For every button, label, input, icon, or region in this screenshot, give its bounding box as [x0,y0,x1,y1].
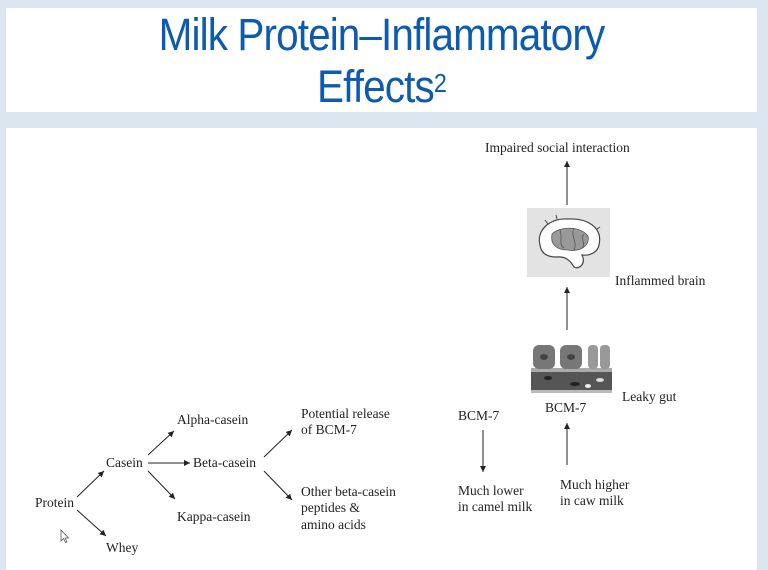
label-other-peptides-1: Other beta-casein [301,484,396,499]
label-leaky-gut: Leaky gut [622,389,677,404]
content-box [6,128,757,570]
title-box: Milk Protein–Inflammatory Effects2 [6,8,757,112]
label-much-higher-1: Much higher [560,477,630,492]
title-line-2: Effects [317,61,435,112]
label-other-peptides-2: peptides & [301,500,360,515]
title-line-1: Milk Protein–Inflammatory [158,9,606,60]
arrow-beta-other [263,470,293,501]
label-inflammed-brain: Inflammed brain [615,273,706,288]
label-beta-casein: Beta-casein [193,455,256,470]
arrow-casein-alpha [147,430,175,456]
arrow-protein-casein [76,470,105,498]
title-superscript: 2 [433,68,447,98]
arrow-protein-whey [76,509,107,537]
gut-lining-illustration [531,345,612,393]
arrow-casein-kappa [147,470,176,500]
label-impaired-social: Impaired social interaction [485,140,630,155]
label-bcm7-right: BCM-7 [545,400,587,415]
label-potential-release-1: Potential release [301,406,390,421]
label-other-peptides-3: amino acids [301,517,366,532]
label-whey: Whey [106,540,138,555]
brain-illustration [527,208,610,277]
arrow-beta-potential [263,429,293,458]
label-potential-release-2: of BCM-7 [301,422,357,437]
label-much-higher-2: in caw milk [560,493,624,508]
mouse-pointer-icon [60,528,70,544]
slide-title: Milk Protein–Inflammatory Effects2 [44,8,720,113]
label-kappa-casein: Kappa-casein [177,509,251,524]
label-much-lower-1: Much lower [458,483,524,498]
label-bcm7-left: BCM-7 [458,408,500,423]
label-protein: Protein [35,495,74,510]
label-much-lower-2: in camel milk [458,499,532,514]
label-casein: Casein [106,455,143,470]
label-alpha-casein: Alpha-casein [177,412,248,427]
